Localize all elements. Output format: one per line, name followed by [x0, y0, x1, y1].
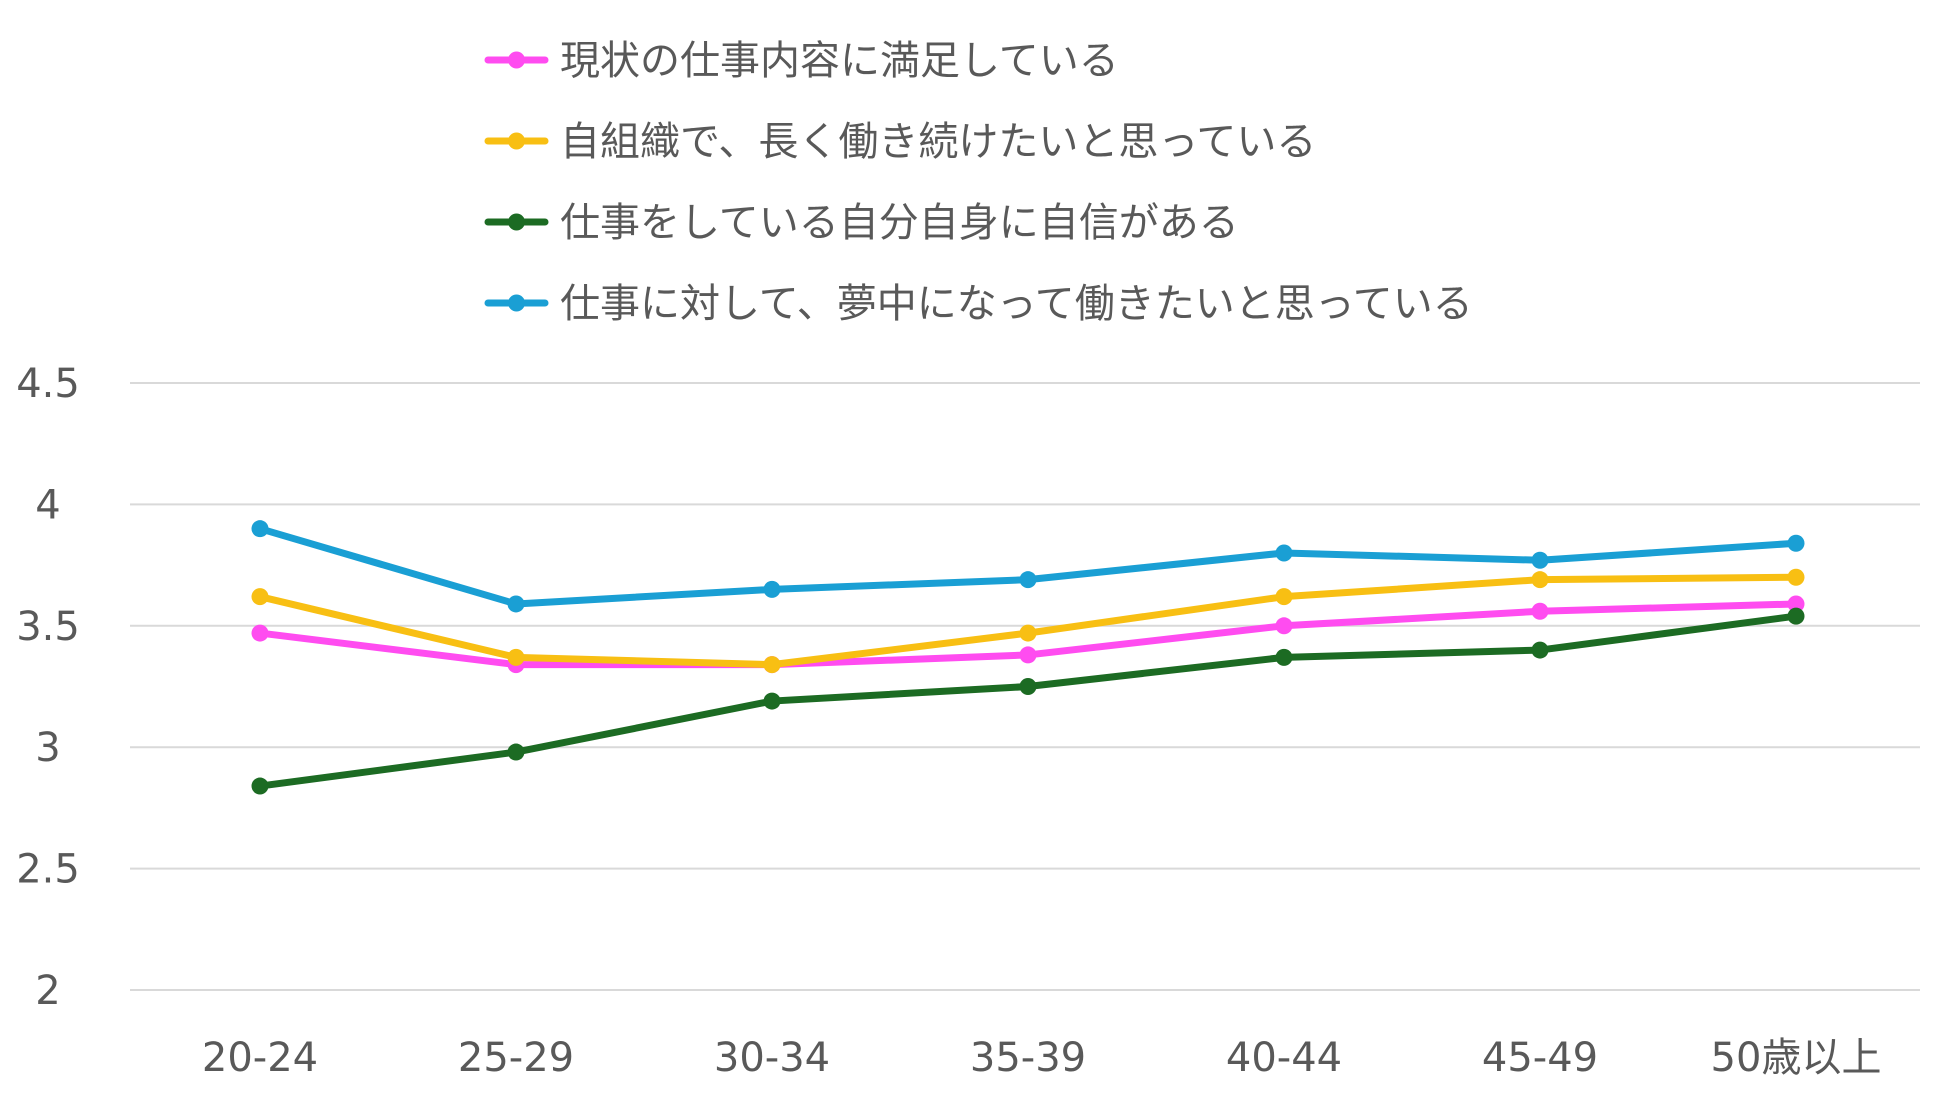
data-point	[763, 656, 781, 674]
data-point	[1531, 641, 1549, 659]
chart-legend: 現状の仕事内容に満足している自組織で、長く働き続けたいと思っている仕事をしている…	[484, 38, 1473, 327]
legend-swatch-marker	[508, 213, 525, 231]
y-tick-label: 4.5	[16, 361, 80, 407]
gridlines	[130, 382, 1920, 991]
legend-swatch-marker	[508, 132, 525, 150]
data-point	[1275, 588, 1293, 606]
data-point	[1787, 607, 1805, 625]
x-tick-label: 20-24	[202, 1035, 318, 1081]
y-tick-label: 3.5	[16, 604, 80, 650]
data-point	[1019, 646, 1037, 664]
data-point	[1019, 678, 1037, 695]
legend-item: 自組織で、長く働き続けたいと思っている	[484, 119, 1316, 165]
data-point	[763, 692, 781, 710]
series-3	[251, 520, 1805, 613]
data-point	[763, 580, 781, 598]
legend-label: 仕事をしている自分自身に自信がある	[560, 200, 1239, 246]
x-axis-tick-labels: 20-24 25-29 30-34 35-39 40-44 45-49 50歳以上	[202, 1035, 1882, 1081]
legend-label: 現状の仕事内容に満足している	[560, 38, 1119, 84]
legend-item: 仕事に対して、夢中になって働きたいと思っている	[484, 281, 1473, 327]
data-point	[1531, 602, 1549, 620]
legend-item: 現状の仕事内容に満足している	[484, 38, 1119, 84]
data-point	[251, 777, 269, 795]
x-tick-label: 25-29	[458, 1035, 574, 1081]
series-lines	[251, 520, 1805, 795]
data-point	[251, 520, 269, 538]
data-point	[507, 648, 525, 666]
x-tick-label: 45-49	[1482, 1035, 1598, 1081]
legend-label: 自組織で、長く働き続けたいと思っている	[560, 119, 1316, 165]
y-axis-tick-labels: 2 2.5 3 3.5 4 4.5	[16, 361, 80, 1014]
data-point	[507, 743, 525, 761]
legend-swatch-marker	[508, 294, 525, 312]
x-tick-label: 40-44	[1226, 1035, 1342, 1081]
series-2	[251, 607, 1805, 795]
data-point	[1275, 544, 1293, 562]
y-tick-label: 3	[35, 725, 60, 771]
data-point	[1019, 624, 1037, 642]
data-point	[1019, 571, 1037, 589]
data-point	[1787, 595, 1805, 613]
data-point	[1787, 534, 1805, 552]
data-point	[1531, 551, 1549, 569]
data-point	[251, 624, 269, 642]
x-tick-label: 30-34	[714, 1035, 830, 1081]
data-point	[1275, 617, 1293, 635]
series-1	[251, 568, 1805, 674]
y-tick-label: 4	[35, 482, 60, 528]
data-point	[1275, 648, 1293, 666]
legend-label: 仕事に対して、夢中になって働きたいと思っている	[560, 281, 1473, 327]
data-point	[1531, 571, 1549, 589]
data-point	[251, 588, 269, 606]
legend-item: 仕事をしている自分自身に自信がある	[484, 200, 1239, 246]
x-tick-label: 50歳以上	[1711, 1035, 1882, 1081]
x-tick-label: 35-39	[970, 1035, 1086, 1081]
data-point	[507, 595, 525, 613]
y-tick-label: 2	[35, 968, 60, 1014]
data-point	[1787, 568, 1805, 586]
legend-swatch-marker	[508, 51, 525, 69]
y-tick-label: 2.5	[16, 847, 80, 893]
series-line	[256, 525, 1800, 608]
